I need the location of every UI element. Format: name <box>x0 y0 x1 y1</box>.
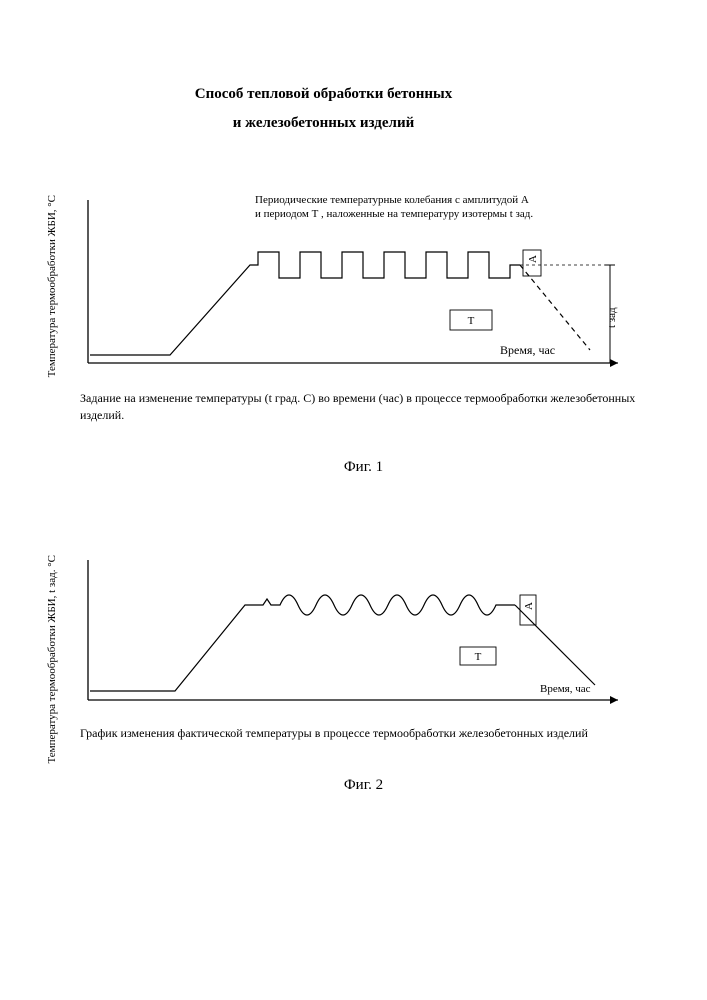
fig1-caption: Задание на изменение температуры (t град… <box>80 390 647 424</box>
fig1-xlabel: Время, час <box>500 343 555 358</box>
svg-text:t зад: t зад <box>606 307 618 328</box>
svg-text:A: A <box>523 602 535 610</box>
fig1-label: Фиг. 1 <box>80 459 647 476</box>
fig1-ylabel: Температура термообработки ЖБИ, °С <box>46 195 58 377</box>
fig2-chart: TA <box>80 555 620 715</box>
fig1-note: Периодические температурные колебания с … <box>255 193 535 222</box>
fig2-label: Фиг. 2 <box>80 777 647 794</box>
figure-2: Температура термообработки ЖБИ, t зад. °… <box>80 555 647 794</box>
fig2-xlabel: Время, час <box>540 683 591 696</box>
svg-text:T: T <box>475 651 482 663</box>
page-title: Способ тепловой обработки бетонных и жел… <box>0 80 647 137</box>
svg-text:A: A <box>527 255 539 263</box>
title-line1: Способ тепловой обработки бетонных <box>195 86 452 102</box>
figure-1: Температура термообработки ЖБИ, °С Перио… <box>80 195 647 476</box>
fig2-caption: График изменения фактической температуры… <box>80 725 647 742</box>
fig2-ylabel: Температура термообработки ЖБИ, t зад. °… <box>46 555 58 764</box>
svg-text:T: T <box>468 315 475 327</box>
title-line2: и железобетонных изделий <box>0 109 647 138</box>
